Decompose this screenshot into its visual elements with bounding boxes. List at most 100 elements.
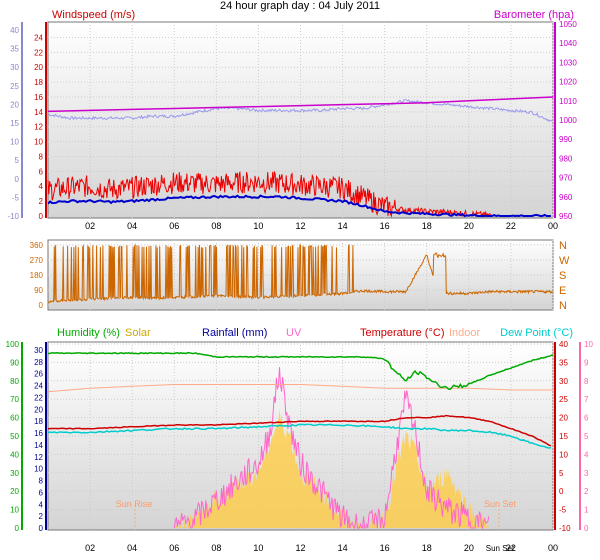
temp-y-tick-label: 0 <box>559 487 564 496</box>
panel1-x-tick-label: 12 <box>295 221 305 231</box>
panel1-x-tick-label: 20 <box>464 221 474 231</box>
rain-y-tick-label: 22 <box>34 393 43 402</box>
uv-y-tick-label: 9 <box>584 358 589 367</box>
temp-y-tick-label: 15 <box>559 432 568 441</box>
rain-y-tick-label: 28 <box>34 358 43 367</box>
baro-y-tick-label: 960 <box>559 193 573 202</box>
panel1-tick-labels: 02 04 06 08 10 12 14 16 18 20 22 002422201816141210… <box>7 20 577 231</box>
panel3-x-tick-label: 20 <box>464 543 474 553</box>
panel3-x-tick-label: 02 <box>85 543 95 553</box>
panel3-x-tick-label: 18 <box>422 543 432 553</box>
panel1-x-tick-label: 22 <box>506 221 516 231</box>
baro-y-tick-label: 1050 <box>559 20 577 29</box>
temp-y-tick-label: 30 <box>559 377 568 386</box>
outer-y-tick-label: 10 <box>10 138 19 147</box>
baro-y-tick-label: 950 <box>559 212 573 221</box>
panel3-x-tick-label: 00 <box>548 543 558 553</box>
compass-tick-label: N <box>559 240 567 252</box>
temp-y-tick-label: 35 <box>559 358 568 367</box>
rain-y-tick-label: 18 <box>34 417 43 426</box>
temp-y-tick-label: 20 <box>559 414 568 423</box>
series-dewpoint-line <box>47 423 552 449</box>
winddir-y-tick-label: 270 <box>30 256 44 265</box>
panel3-legend: Humidity (%) Solar Rainfall (mm) UV Temp… <box>57 327 573 339</box>
panel1-x-tick-label: 06 <box>169 221 179 231</box>
series-uv-line <box>173 367 490 530</box>
humidity-y-tick-label: 50 <box>10 432 19 441</box>
rain-y-tick-label: 2 <box>39 512 44 521</box>
rain-y-tick-label: 30 <box>34 346 43 355</box>
panel3-x-tick-label: 06 <box>169 543 179 553</box>
series-temperature-line <box>47 414 552 447</box>
uv-y-tick-label: 10 <box>584 340 593 349</box>
wind-y-tick-label: 8 <box>39 152 44 161</box>
outer-y-tick-label: 30 <box>10 63 19 72</box>
legend-dewpoint: Dew Point (°C) <box>500 327 573 339</box>
humidity-y-tick-label: 0 <box>15 524 20 533</box>
series-barometer-secondary-line <box>48 99 553 123</box>
wind-y-tick-label: 16 <box>34 93 43 102</box>
compass-tick-label: E <box>559 285 566 297</box>
panel3-x-tick-label: 08 <box>211 543 221 553</box>
panel3-x-tick-label: 10 <box>253 543 263 553</box>
compass-tick-label: S <box>559 270 566 282</box>
wind-y-tick-label: 14 <box>34 108 43 117</box>
outer-y-tick-label: 0 <box>15 175 20 184</box>
rain-y-tick-label: 6 <box>39 488 44 497</box>
panel1-x-tick-label: 02 <box>85 221 95 231</box>
outer-y-tick-label: 25 <box>10 82 19 91</box>
legend-temperature: Temperature (°C) <box>360 327 444 339</box>
wind-y-tick-label: 10 <box>34 138 43 147</box>
uv-y-tick-label: 4 <box>584 450 589 459</box>
rain-y-tick-label: 20 <box>34 405 43 414</box>
winddir-y-tick-label: 90 <box>34 286 43 295</box>
humidity-y-tick-label: 80 <box>10 377 19 386</box>
wind-y-tick-label: 20 <box>34 63 43 72</box>
panel3-x-tick-label: 04 <box>127 543 137 553</box>
rain-y-tick-label: 16 <box>34 429 43 438</box>
rain-y-tick-label: 12 <box>34 453 43 462</box>
outer-y-tick-label: 20 <box>10 100 19 109</box>
sun-set-label: Sun Set <box>484 499 517 509</box>
compass-tick-label: N <box>559 300 567 312</box>
series-barometer-line <box>47 96 554 113</box>
legend-windspeed: Windspeed (m/s) <box>52 9 135 21</box>
baro-y-tick-label: 980 <box>559 154 573 163</box>
temp-y-tick-label: 40 <box>559 340 568 349</box>
outer-y-tick-label: -5 <box>12 193 20 202</box>
rain-y-tick-label: 8 <box>39 477 44 486</box>
panel3-series <box>47 352 554 530</box>
humidity-y-tick-label: 90 <box>10 358 19 367</box>
uv-y-tick-label: 7 <box>584 395 589 404</box>
rain-y-tick-label: 0 <box>39 524 44 533</box>
panel1-x-tick-label: 10 <box>253 221 263 231</box>
series-indoor-line <box>47 384 553 393</box>
temp-y-tick-label: -10 <box>559 524 571 533</box>
temp-y-tick-label: 25 <box>559 395 568 404</box>
humidity-y-tick-label: 10 <box>10 506 19 515</box>
panel1-x-tick-label: 14 <box>338 221 348 231</box>
wind-y-tick-label: 24 <box>34 33 43 42</box>
series-humidity-line <box>47 352 554 390</box>
series-windspeed-line <box>47 170 495 218</box>
panel2-series <box>47 243 553 304</box>
baro-y-tick-label: 1020 <box>559 78 577 87</box>
outer-y-tick-label: 15 <box>10 119 19 128</box>
temp-y-tick-label: 5 <box>559 469 564 478</box>
baro-y-tick-label: 1000 <box>559 116 577 125</box>
legend-barometer: Barometer (hpa) <box>494 9 574 21</box>
winddir-y-tick-label: 180 <box>30 271 44 280</box>
panel3-grid <box>48 342 554 530</box>
panel1-x-tick-label: 00 <box>548 221 558 231</box>
baro-y-tick-label: 1040 <box>559 39 577 48</box>
panel1-x-tick-label: 18 <box>422 221 432 231</box>
uv-y-tick-label: 6 <box>584 414 589 423</box>
winddir-y-tick-label: 0 <box>39 301 44 310</box>
uv-y-tick-label: 8 <box>584 377 589 386</box>
uv-y-tick-label: 0 <box>584 524 589 533</box>
panel3-x-tick-label: 16 <box>380 543 390 553</box>
series-solar-area <box>174 408 490 528</box>
panel3-x-tick-label: 12 <box>295 543 305 553</box>
